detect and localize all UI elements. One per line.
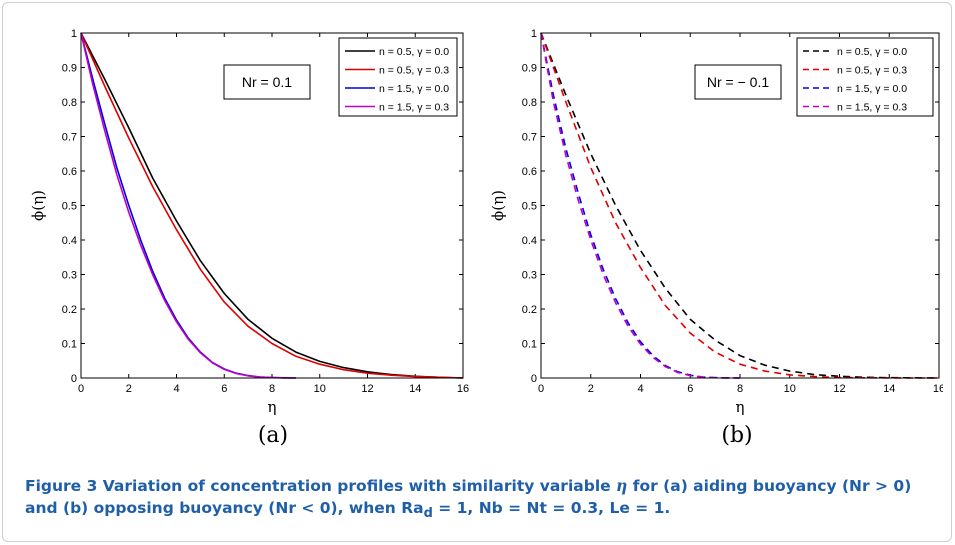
x-tick-label: 8 xyxy=(269,383,275,395)
x-tick-label: 8 xyxy=(737,383,743,395)
x-tick-label: 6 xyxy=(687,383,693,395)
x-tick-label: 16 xyxy=(933,383,943,395)
axes-frame xyxy=(80,32,464,379)
annotation-box xyxy=(223,64,311,100)
x-tick-label: 12 xyxy=(361,383,373,395)
sublabel-a: (a) xyxy=(257,423,289,448)
figure-caption: Figure 3 Variation of concentration prof… xyxy=(25,475,945,525)
legend-entry: n = 1.5, γ = 0.3 xyxy=(837,102,907,114)
x-tick-label: 10 xyxy=(314,383,326,395)
x-tick-label: 12 xyxy=(833,383,845,395)
caption-tail: = 1, Nb = Nt = 0.3, Le = 1. xyxy=(432,499,671,517)
x-tick-label: 4 xyxy=(637,383,643,395)
y-tick-label: 0.6 xyxy=(62,166,77,178)
annotation-box xyxy=(694,64,782,100)
y-tick-label: 0.4 xyxy=(62,235,77,247)
y-axis-label: ϕ(η) xyxy=(29,190,47,221)
series-line-2 xyxy=(80,32,464,379)
chart-panel-a: 0 2 4 6 8 10 12 14 16 0 0.1 0.2 0.3 0.4 0.5 0.6 0.7 0.8 0.… xyxy=(29,28,469,416)
y-tick-label: 0 xyxy=(71,373,77,385)
legend-entry: n = 0.5, γ = 0.3 xyxy=(837,65,907,77)
y-tick-label: 0.7 xyxy=(62,132,77,144)
legend-entry: n = 1.5, γ = 0.3 xyxy=(379,102,449,114)
annotation-text: Nr = 0.1 xyxy=(242,74,292,90)
caption-subscript: d xyxy=(423,506,433,522)
y-tick-label: 0.7 xyxy=(522,132,537,144)
y-tick-label: 0.1 xyxy=(522,339,537,351)
x-tick-label: 4 xyxy=(173,383,179,395)
legend-entry: n = 0.5, γ = 0.0 xyxy=(837,46,907,58)
legend-entry: n = 1.5, γ = 0.0 xyxy=(379,83,449,95)
y-tick-label: 0.6 xyxy=(522,166,537,178)
y-tick-label: 0.8 xyxy=(62,97,77,109)
y-tick-label: 0 xyxy=(531,373,537,385)
x-tick-label: 0 xyxy=(538,383,544,395)
legend-entry: n = 1.5, γ = 0.0 xyxy=(837,83,907,95)
caption-rest: for (a) aiding buoyancy (Nr > 0) and (b)… xyxy=(25,477,912,517)
caption-variable: η xyxy=(616,476,628,495)
legend-entry: n = 0.5, γ = 0.3 xyxy=(379,65,449,77)
y-tick-label: 0.9 xyxy=(522,63,537,75)
y-axis-label: ϕ(η) xyxy=(489,190,507,221)
y-tick-label: 0.4 xyxy=(522,235,537,247)
y-tick-label: 1 xyxy=(71,28,77,40)
y-tick-label: 0.2 xyxy=(522,304,537,316)
x-tick-label: 2 xyxy=(126,383,132,395)
x-tick-label: 2 xyxy=(588,383,594,395)
y-tick-label: 0.3 xyxy=(62,270,77,282)
y-tick-label: 0.8 xyxy=(522,97,537,109)
x-tick-label: 0 xyxy=(78,383,84,395)
y-tick-label: 0.5 xyxy=(522,201,537,213)
x-axis-label: η xyxy=(268,398,277,416)
series-line-4 xyxy=(80,32,296,379)
axes-frame xyxy=(540,32,940,379)
x-tick-label: 14 xyxy=(883,383,895,395)
chart-panel-b: 0 2 4 6 8 10 12 14 16 0 0.1 0.2 0.3 0.4 0.5 0.6 0.7 0.8 0.… xyxy=(489,28,943,416)
x-tick-label: 10 xyxy=(784,383,796,395)
series-line-3 xyxy=(540,32,741,379)
y-tick-label: 0.2 xyxy=(62,304,77,316)
sublabel-b: (b) xyxy=(721,423,753,448)
y-tick-label: 0.1 xyxy=(62,339,77,351)
caption-lead: Figure 3 Variation of concentration prof… xyxy=(25,477,617,495)
series-line-4 xyxy=(540,32,741,379)
annotation-text: Nr = − 0.1 xyxy=(707,74,769,90)
y-tick-label: 1 xyxy=(531,28,537,40)
x-tick-label: 6 xyxy=(221,383,227,395)
x-tick-label: 14 xyxy=(409,383,421,395)
y-tick-label: 0.5 xyxy=(62,201,77,213)
x-axis-label: η xyxy=(736,398,745,416)
legend-box xyxy=(796,37,934,117)
y-tick-label: 0.3 xyxy=(522,270,537,282)
x-tick-label: 16 xyxy=(457,383,469,395)
y-tick-label: 0.9 xyxy=(62,63,77,75)
legend-entry: n = 0.5, γ = 0.0 xyxy=(379,46,449,58)
